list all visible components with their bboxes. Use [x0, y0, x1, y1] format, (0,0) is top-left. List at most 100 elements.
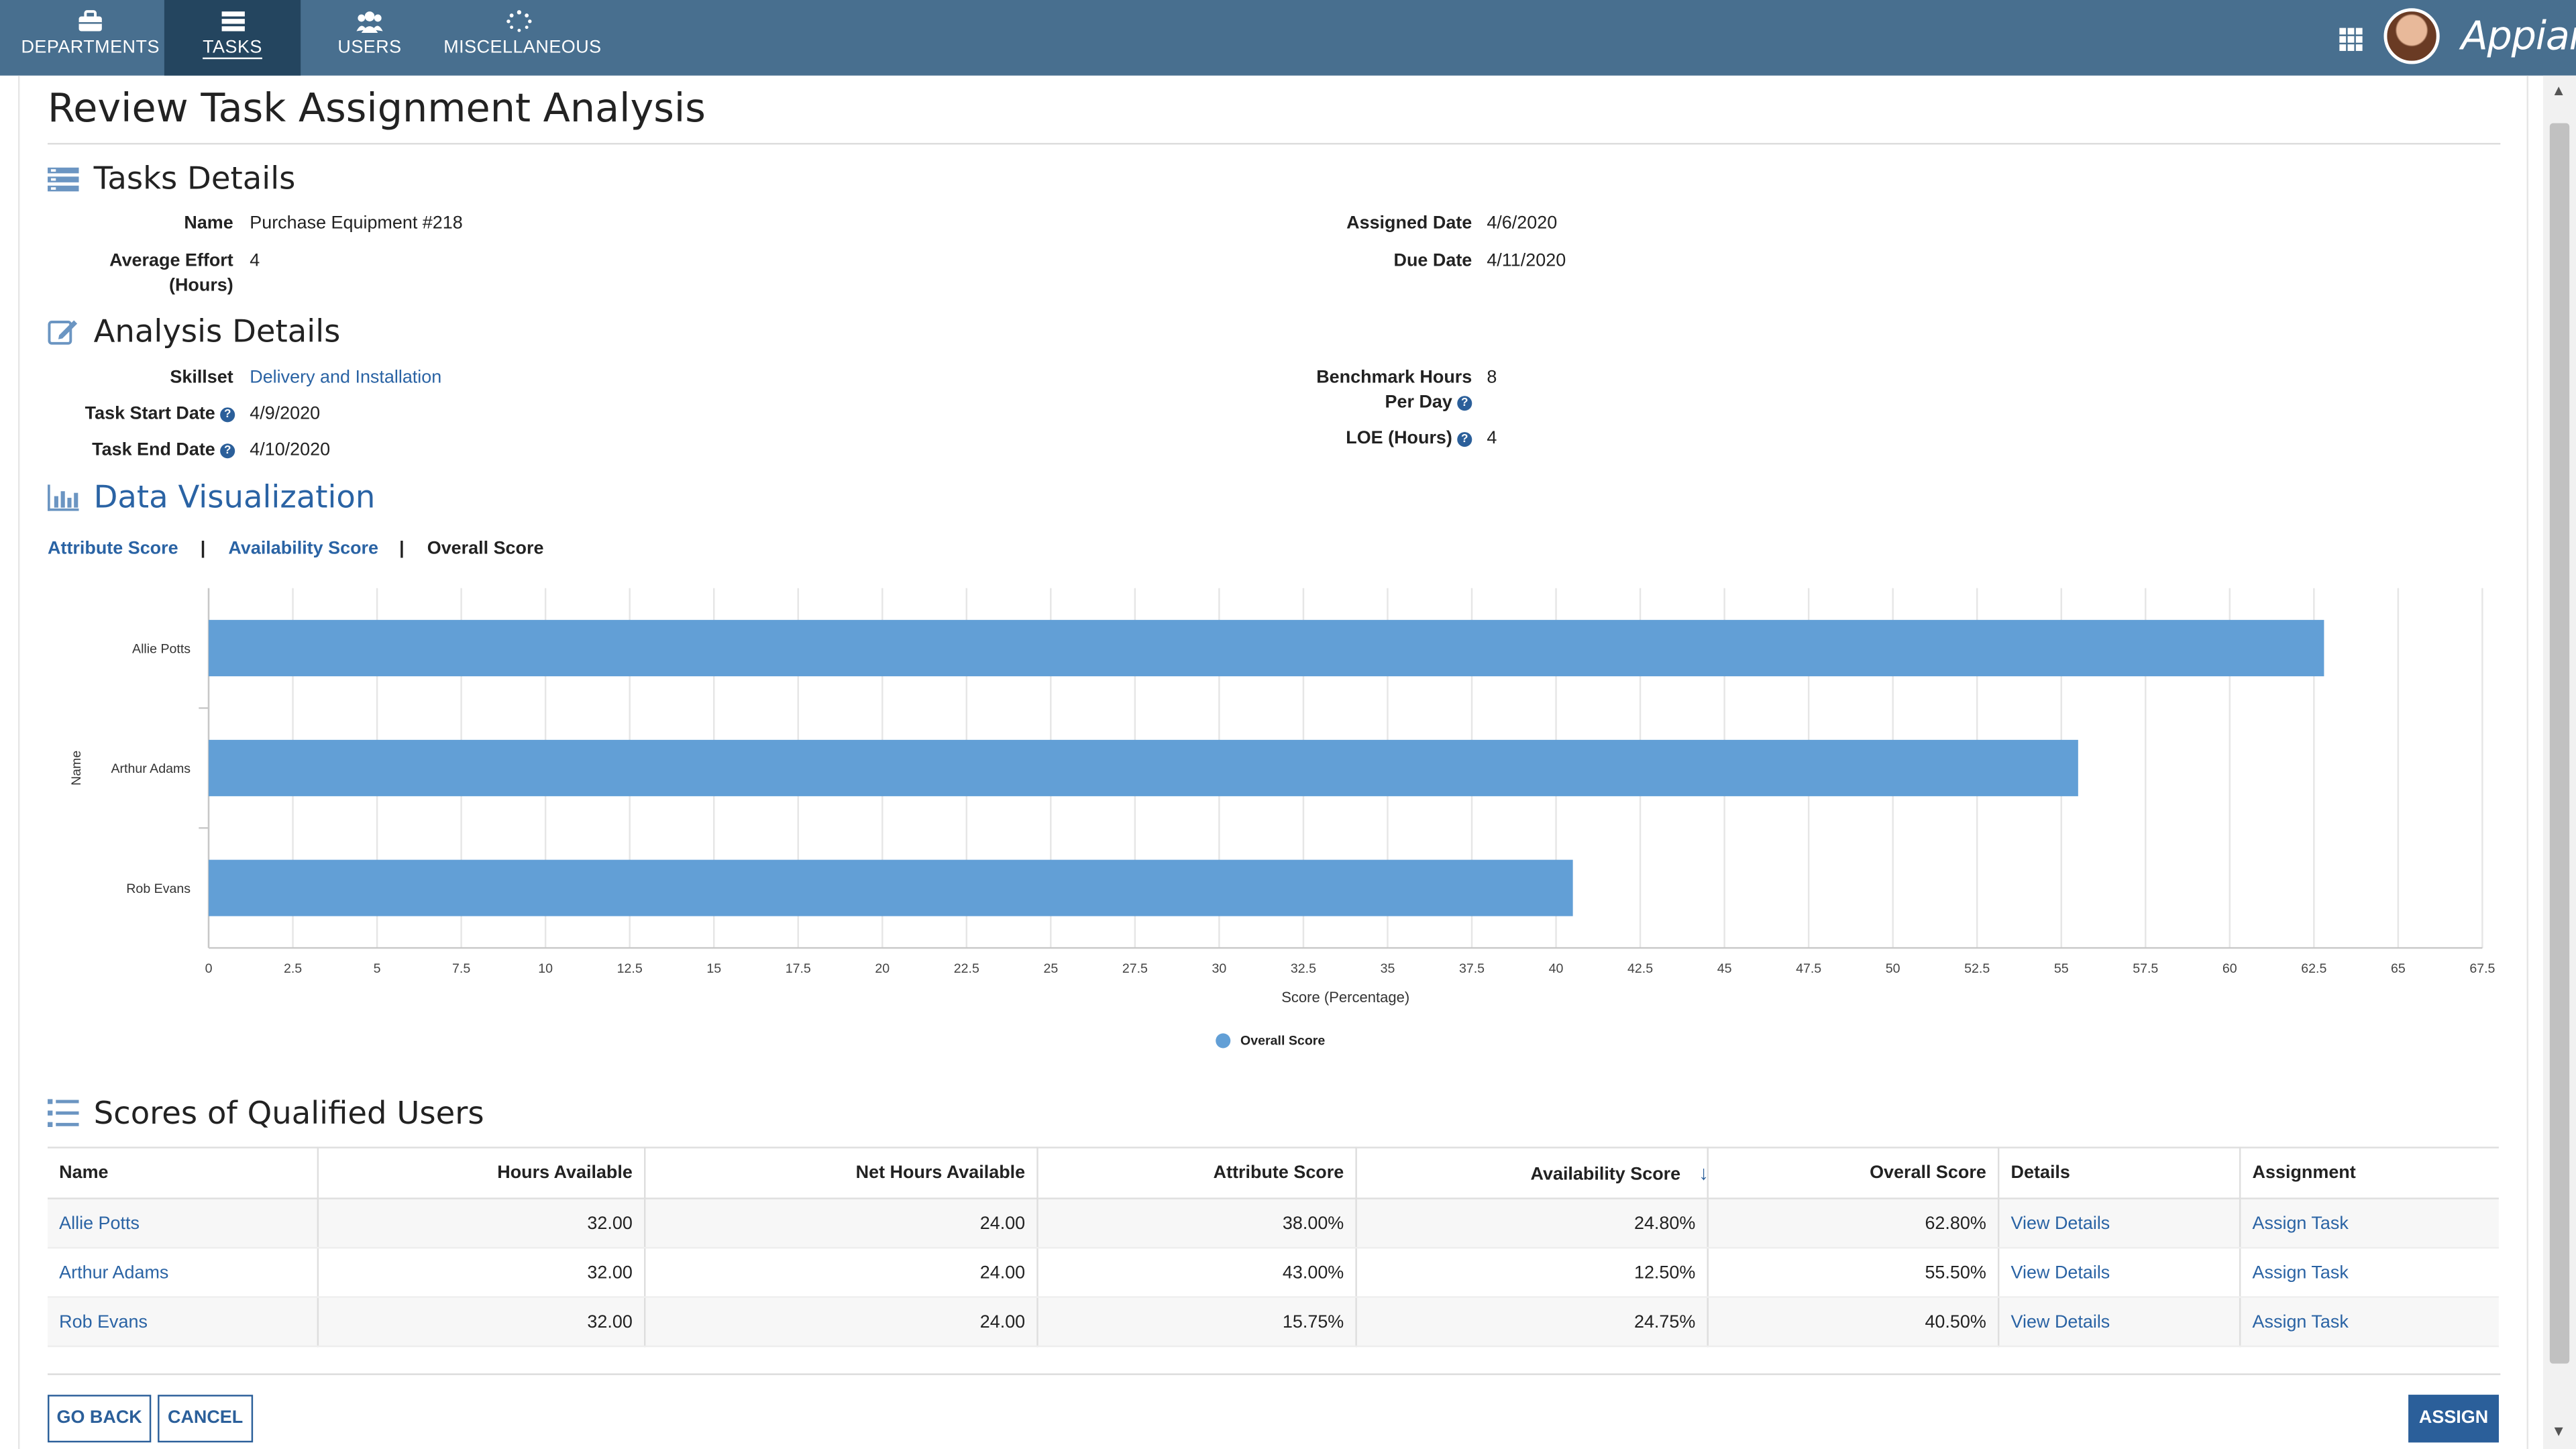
- legend-marker: [1216, 1033, 1231, 1049]
- user-name-link[interactable]: Allie Potts: [48, 1198, 319, 1249]
- tab-label: TASKS: [203, 38, 262, 58]
- column-header-overall-score[interactable]: Overall Score: [1707, 1146, 2000, 1199]
- availability-score-cell: 24.75%: [1356, 1297, 1709, 1348]
- list-details-icon: [48, 167, 79, 192]
- column-header-net-hours-available[interactable]: Net Hours Available: [645, 1146, 1038, 1199]
- bar: [209, 859, 1573, 916]
- app-grid-icon[interactable]: [2338, 26, 2364, 52]
- assign-task-link[interactable]: Assign Task: [2240, 1248, 2499, 1298]
- x-tick-label: 30: [1212, 961, 1227, 976]
- average-effort-label-line2: (Hours): [168, 276, 233, 296]
- legend-label: Overall Score: [1240, 1033, 1326, 1049]
- x-tick-label: 35: [1381, 961, 1395, 976]
- scrollbar-thumb[interactable]: [2549, 123, 2570, 1364]
- cancel-button[interactable]: CANCEL: [158, 1395, 254, 1443]
- tab-label: DEPARTMENTS: [21, 38, 160, 58]
- tab-miscellaneous[interactable]: MISCELLANEOUS: [443, 0, 601, 76]
- x-tick-label: 0: [205, 961, 213, 976]
- hours-available-cell: 32.00: [317, 1248, 646, 1298]
- x-tick-label: 42.5: [1627, 961, 1653, 976]
- x-tick-label: 47.5: [1796, 961, 1821, 976]
- scores-table: Name Hours Available Net Hours Available…: [48, 1146, 2499, 1348]
- x-tick-label: 27.5: [1122, 961, 1148, 976]
- help-icon[interactable]: ?: [220, 407, 235, 423]
- column-header-assignment: Assignment: [2240, 1146, 2499, 1199]
- availability-score-cell: 24.80%: [1356, 1198, 1709, 1249]
- skillset-link[interactable]: Delivery and Installation: [250, 368, 442, 388]
- overall-score-link[interactable]: Overall Score: [427, 539, 544, 559]
- section-title: Tasks Details: [93, 161, 296, 197]
- view-details-link[interactable]: View Details: [1998, 1198, 2241, 1249]
- user-name-link[interactable]: Arthur Adams: [48, 1248, 319, 1298]
- tab-label: USERS: [337, 38, 402, 58]
- page-title: Review Task Assignment Analysis: [48, 85, 706, 131]
- edit-icon: [48, 320, 78, 345]
- user-name-link[interactable]: Rob Evans: [48, 1297, 319, 1348]
- numbered-list-icon: [48, 1099, 79, 1127]
- x-tick-label: 7.5: [452, 961, 470, 976]
- x-tick-label: 5: [374, 961, 381, 976]
- bar: [209, 739, 2078, 796]
- name-label: Name: [184, 213, 233, 233]
- availability-score-link[interactable]: Availability Score: [228, 539, 379, 559]
- table-row: Allie Potts 32.00 24.00 38.00% 24.80% 62…: [48, 1198, 2499, 1249]
- assign-button[interactable]: ASSIGN: [2408, 1395, 2499, 1443]
- x-tick-label: 60: [2222, 961, 2237, 976]
- assign-task-link[interactable]: Assign Task: [2240, 1297, 2499, 1348]
- loe-hours-label-text: LOE (Hours): [1346, 429, 1452, 449]
- view-details-link[interactable]: View Details: [1998, 1297, 2241, 1348]
- benchmark-hours-label-line1: Benchmark Hours: [1316, 368, 1472, 388]
- section-title: Analysis Details: [93, 313, 341, 350]
- user-avatar[interactable]: [2383, 8, 2440, 64]
- go-back-button[interactable]: GO BACK: [48, 1395, 152, 1443]
- help-icon[interactable]: ?: [220, 443, 235, 459]
- tab-departments[interactable]: DEPARTMENTS: [16, 0, 164, 76]
- x-tick-label: 25: [1043, 961, 1058, 976]
- loe-hours-label: LOE (Hours)?: [1248, 427, 1472, 452]
- average-effort-value: 4: [250, 251, 260, 272]
- x-tick-label: 65: [2391, 961, 2406, 976]
- scroll-up-icon[interactable]: ▲: [2551, 82, 2567, 99]
- availability-score-cell: 12.50%: [1356, 1248, 1709, 1298]
- task-end-date-label: Task End Date?: [33, 439, 235, 464]
- view-details-link[interactable]: View Details: [1998, 1248, 2241, 1298]
- bar: [209, 620, 2324, 677]
- appian-logo: Appian: [2461, 13, 2576, 60]
- assign-task-link[interactable]: Assign Task: [2240, 1198, 2499, 1249]
- tasks-icon: [221, 11, 244, 32]
- attribute-score-link[interactable]: Attribute Score: [48, 539, 178, 559]
- x-tick-label: 2.5: [284, 961, 302, 976]
- separator: |: [200, 539, 206, 559]
- x-tick-label: 37.5: [1459, 961, 1485, 976]
- x-tick-label: 45: [1717, 961, 1732, 976]
- task-end-date-value: 4/10/2020: [250, 440, 331, 460]
- column-header-availability-score[interactable]: Availability Score ↓: [1356, 1146, 1709, 1199]
- x-tick-label: 62.5: [2301, 961, 2326, 976]
- average-effort-label-line1: Average Effort: [109, 251, 233, 272]
- sort-descending-icon[interactable]: ↓: [1699, 1161, 1709, 1185]
- y-axis-title: Name: [69, 751, 84, 786]
- assigned-date-label: Assigned Date: [1346, 213, 1472, 233]
- y-category-label: Allie Potts: [132, 641, 191, 656]
- column-header-hours-available[interactable]: Hours Available: [317, 1146, 646, 1199]
- x-tick-label: 15: [706, 961, 721, 976]
- tab-users[interactable]: USERS: [322, 0, 417, 76]
- task-end-date-label-text: Task End Date: [92, 440, 215, 460]
- y-category-label: Arthur Adams: [111, 761, 191, 776]
- task-start-date-value: 4/9/2020: [250, 404, 321, 424]
- skillset-label: Skillset: [170, 368, 233, 388]
- help-icon[interactable]: ?: [1457, 396, 1472, 411]
- availability-score-header-text: Availability Score: [1530, 1165, 1681, 1185]
- scroll-down-icon[interactable]: ▼: [2551, 1422, 2567, 1440]
- x-tick-label: 52.5: [1964, 961, 1990, 976]
- hours-available-cell: 32.00: [317, 1198, 646, 1249]
- column-header-name[interactable]: Name: [48, 1146, 319, 1199]
- average-effort-label: Average Effort (Hours): [66, 250, 233, 299]
- attribute-score-cell: 38.00%: [1037, 1198, 1357, 1249]
- section-title: Scores of Qualified Users: [93, 1095, 484, 1132]
- tab-tasks[interactable]: TASKS: [164, 0, 301, 76]
- help-icon[interactable]: ?: [1457, 432, 1472, 447]
- divider: [48, 1373, 2501, 1375]
- column-header-attribute-score[interactable]: Attribute Score: [1037, 1146, 1357, 1199]
- top-navigation-bar: DEPARTMENTS TASKS USERS: [0, 0, 2576, 76]
